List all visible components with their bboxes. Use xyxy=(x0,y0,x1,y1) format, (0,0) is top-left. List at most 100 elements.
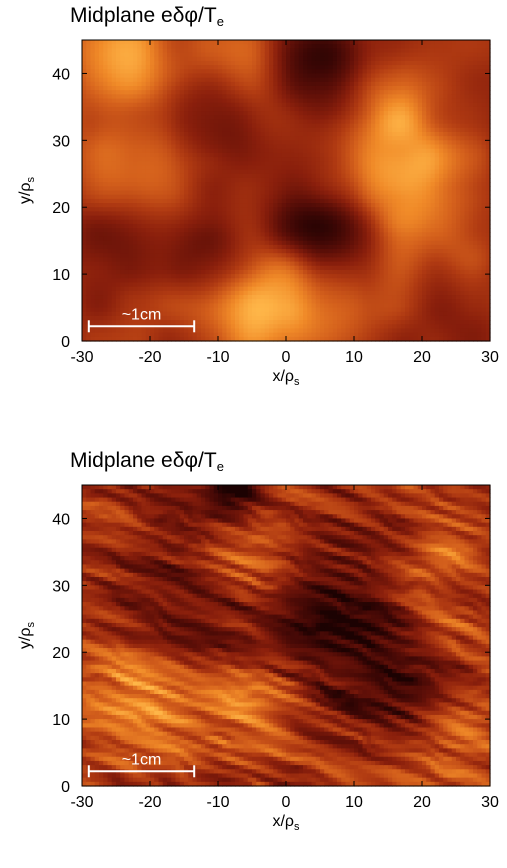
heatmap-cell xyxy=(294,303,300,309)
heatmap-cell xyxy=(286,324,291,330)
heatmap-cell xyxy=(188,140,194,146)
heatmap-cell xyxy=(205,152,211,158)
heatmap-cell xyxy=(235,223,240,229)
heatmap-cell xyxy=(120,315,126,321)
heatmap-cell xyxy=(94,257,100,263)
heatmap-cell xyxy=(188,48,194,54)
heatmap-cell xyxy=(311,194,317,200)
heatmap-cell xyxy=(99,81,104,87)
heatmap-cell xyxy=(209,123,215,129)
heatmap-cell xyxy=(260,73,266,79)
heatmap-cell xyxy=(103,127,109,133)
heatmap-cell xyxy=(345,115,351,121)
heatmap-cell xyxy=(311,123,317,129)
heatmap-cell xyxy=(222,203,228,208)
heatmap-cell xyxy=(175,140,181,146)
heatmap-cell xyxy=(158,152,164,158)
heatmap-cell xyxy=(252,186,257,192)
heatmap-cell xyxy=(188,119,194,125)
heatmap-cell xyxy=(345,320,351,325)
heatmap-cell xyxy=(188,286,194,292)
heatmap-cell xyxy=(239,148,245,154)
heatmap-cell xyxy=(324,303,330,309)
heatmap-cell xyxy=(354,157,359,162)
heatmap-cell xyxy=(256,161,262,167)
heatmap-cell xyxy=(235,98,240,104)
heatmap-cell xyxy=(324,307,330,313)
heatmap-cell xyxy=(286,161,291,167)
heatmap-cell xyxy=(171,182,177,187)
heatmap-cell xyxy=(277,328,283,334)
heatmap-cell xyxy=(205,165,211,171)
heatmap-cell xyxy=(337,157,342,162)
heatmap-cell xyxy=(286,102,291,108)
heatmap-cell xyxy=(256,98,262,104)
heatmap-cell xyxy=(120,81,126,87)
heatmap-cell xyxy=(213,182,219,187)
heatmap-cell xyxy=(184,332,189,338)
heatmap-cell xyxy=(103,40,109,45)
heatmap-cell xyxy=(128,161,134,167)
heatmap-cell xyxy=(133,102,138,108)
heatmap-cell xyxy=(269,307,274,313)
heatmap-cell xyxy=(371,81,376,87)
heatmap-cell xyxy=(201,73,206,79)
heatmap-cell xyxy=(320,253,325,258)
heatmap-cell xyxy=(162,127,168,133)
heatmap-cell xyxy=(124,215,130,221)
heatmap-cell xyxy=(162,40,168,45)
heatmap-cell xyxy=(192,98,198,104)
heatmap-cell xyxy=(298,295,304,300)
heatmap-cell xyxy=(371,278,376,284)
heatmap-cell xyxy=(99,303,104,309)
heatmap-cell xyxy=(277,278,283,284)
heatmap-cell xyxy=(307,320,313,325)
heatmap-cell xyxy=(311,324,317,330)
heatmap-cell xyxy=(328,328,334,334)
heatmap-cell xyxy=(358,157,364,162)
heatmap-cell xyxy=(260,94,266,100)
heatmap-cell xyxy=(281,236,287,242)
heatmap-cell xyxy=(124,152,130,158)
heatmap-cell xyxy=(107,56,113,62)
heatmap-cell xyxy=(150,182,155,187)
heatmap-cell xyxy=(358,257,364,263)
heatmap-cell xyxy=(230,127,236,133)
heatmap-cell xyxy=(290,303,296,309)
heatmap-cell xyxy=(256,85,262,91)
heatmap-cell xyxy=(111,286,117,292)
heatmap-cell xyxy=(188,282,194,288)
heatmap-cell xyxy=(239,336,245,342)
heatmap-cell xyxy=(103,115,109,121)
heatmap-cell xyxy=(209,81,215,87)
heatmap-cell xyxy=(256,182,262,187)
heatmap-cell xyxy=(167,123,172,129)
heatmap-cell xyxy=(82,274,87,279)
heatmap-cell xyxy=(324,261,330,267)
heatmap-cell xyxy=(264,299,270,304)
heatmap-cell xyxy=(298,65,304,70)
heatmap-cell xyxy=(307,48,313,54)
heatmap-cell xyxy=(243,299,249,304)
heatmap-cell xyxy=(184,286,189,292)
heatmap-cell xyxy=(264,249,270,254)
heatmap-cell xyxy=(179,85,185,91)
heatmap-cell xyxy=(94,223,100,229)
heatmap-cell xyxy=(82,44,87,49)
heatmap-cell xyxy=(371,265,376,271)
heatmap-cell xyxy=(99,286,104,292)
heatmap-cell xyxy=(162,207,168,212)
heatmap-cell xyxy=(196,265,202,271)
heatmap-cell xyxy=(341,85,347,91)
heatmap-cell xyxy=(86,173,92,179)
heatmap-cell xyxy=(303,65,308,70)
heatmap-cell xyxy=(184,73,189,79)
heatmap-cell xyxy=(328,77,334,83)
heatmap-cell xyxy=(90,165,96,171)
heatmap-cell xyxy=(124,207,130,212)
heatmap-cell xyxy=(264,161,270,167)
heatmap-cell xyxy=(349,265,355,271)
heatmap-cell xyxy=(243,144,249,150)
heatmap-cell xyxy=(354,173,359,179)
heatmap-cell xyxy=(375,152,381,158)
